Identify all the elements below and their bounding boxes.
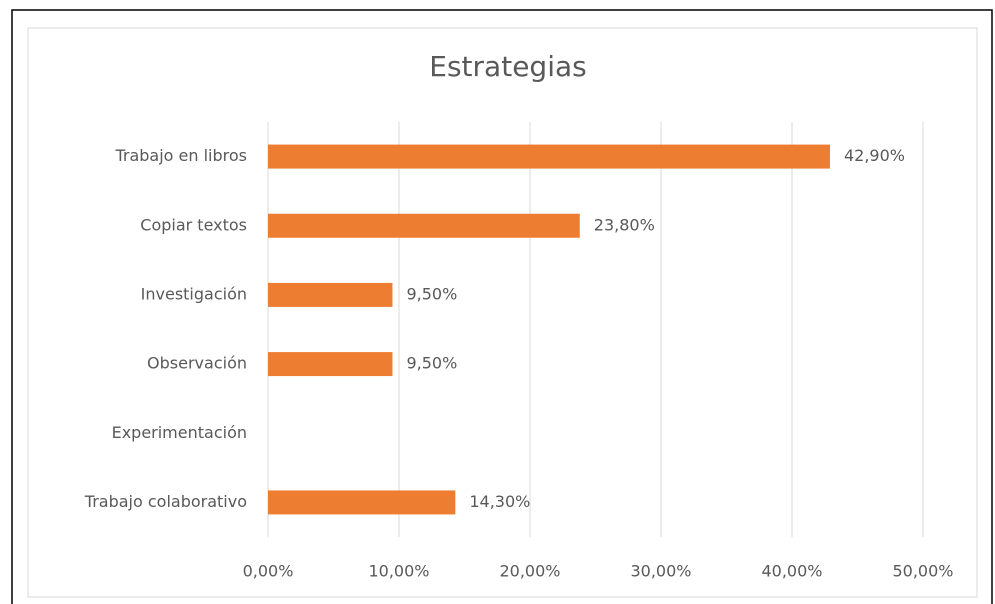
chart-frame [27,27,978,598]
value-label: 9,50% [406,284,457,303]
bar [268,490,456,515]
x-tick-label: 30,00% [630,562,691,581]
x-tick-label: 10,00% [368,562,429,581]
y-tick-label: Copiar textos [140,215,247,234]
x-tick-label: 40,00% [761,562,822,581]
bar [268,213,580,238]
x-tick-label: 0,00% [243,562,294,581]
value-label: 14,30% [469,492,530,511]
bar [268,144,830,169]
x-tick-label: 50,00% [892,562,953,581]
value-label: 23,80% [594,215,655,234]
y-tick-label: Experimentación [112,423,247,442]
y-tick-label: Investigación [141,284,247,303]
bar [268,352,393,377]
bar [268,282,393,307]
x-tick-label: 20,00% [499,562,560,581]
y-tick-label: Trabajo en libros [114,146,247,165]
value-label: 42,90% [844,146,905,165]
value-label: 9,50% [406,354,457,373]
chart-title: Estrategias [429,50,586,83]
y-tick-label: Observación [147,354,247,373]
y-tick-label: Trabajo colaborativo [84,492,247,511]
